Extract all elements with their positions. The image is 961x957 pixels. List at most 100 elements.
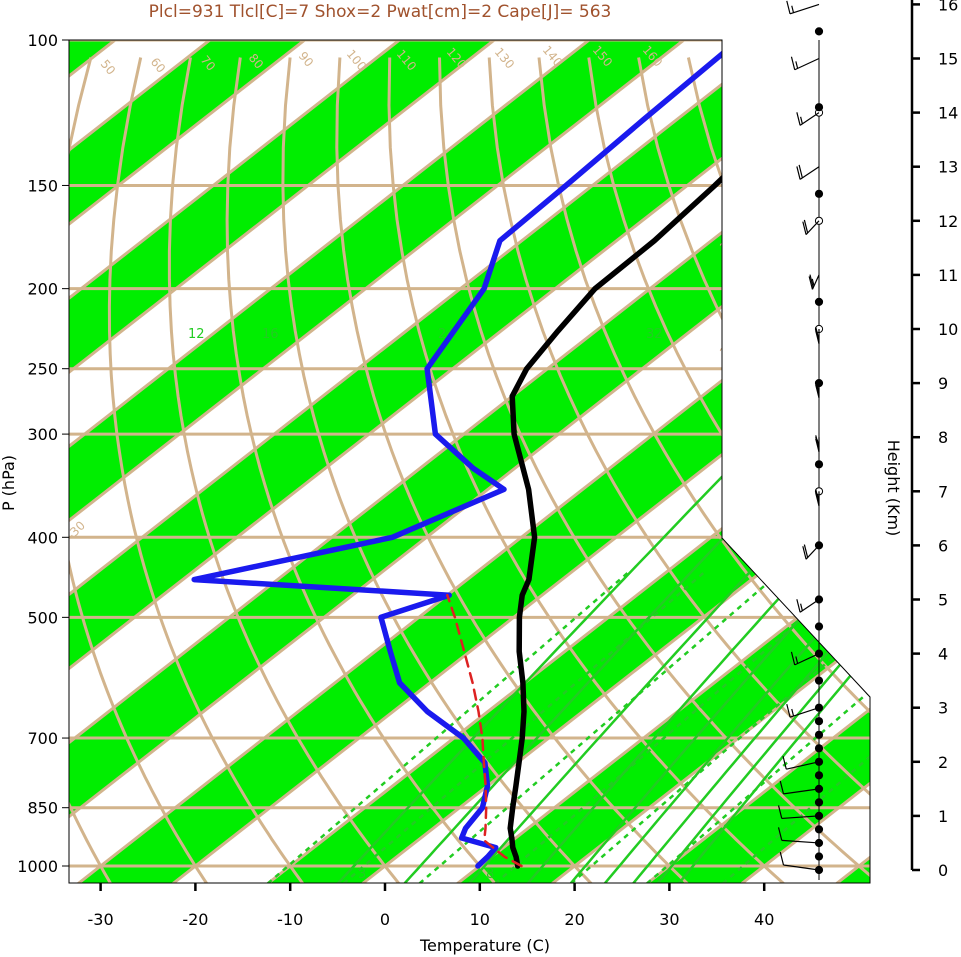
height-marker bbox=[814, 852, 824, 861]
wind-barb-flag bbox=[795, 61, 799, 69]
isotherm-line bbox=[69, 40, 639, 883]
height-tick-label: 14 bbox=[938, 104, 958, 123]
wind-barb-flag bbox=[796, 112, 801, 126]
dry-adiabat-line bbox=[487, 57, 870, 883]
wind-barb-shaft bbox=[783, 864, 820, 871]
wind-barb-flag bbox=[791, 5, 795, 13]
height-marker bbox=[814, 825, 824, 834]
wind-barb-shaft bbox=[805, 544, 820, 560]
height-axis-label: Height (Km) bbox=[884, 440, 903, 537]
wind-barb bbox=[777, 805, 820, 820]
pressure-tick-label: 1000 bbox=[17, 857, 58, 876]
height-tick-label: 16 bbox=[938, 0, 958, 14]
wind-barb bbox=[790, 56, 820, 71]
wind-barb bbox=[782, 756, 820, 770]
height-tick-label: 8 bbox=[938, 428, 948, 447]
wind-barb-flag bbox=[802, 546, 807, 560]
height-marker bbox=[814, 297, 824, 306]
height-marker bbox=[814, 27, 824, 36]
dry-adiabat-line bbox=[281, 57, 593, 883]
pressure-tick-label: 850 bbox=[27, 799, 58, 818]
wind-barb-flag bbox=[796, 599, 801, 613]
wind-barb bbox=[786, 0, 820, 15]
isotherm-label: 10 bbox=[721, 455, 742, 476]
dry-adiabat-line bbox=[537, 57, 870, 883]
height-marker bbox=[814, 771, 824, 780]
pressure-tick-label: 150 bbox=[27, 176, 58, 195]
green-band bbox=[78, 40, 870, 883]
height-marker bbox=[814, 744, 824, 753]
green-band bbox=[457, 40, 870, 883]
wind-barb-flag bbox=[782, 756, 787, 770]
height-marker bbox=[814, 798, 824, 807]
wind-barb-flag bbox=[816, 439, 820, 447]
wind-barb-shaft bbox=[783, 788, 820, 795]
wind-barb bbox=[796, 164, 820, 180]
dry-adiabat-line bbox=[387, 57, 785, 883]
dry-adiabat-line bbox=[167, 57, 401, 883]
dry-adiabat-label: 60 bbox=[148, 55, 169, 76]
wind-barb-flag bbox=[777, 805, 783, 819]
dry-adiabat-line bbox=[335, 57, 689, 883]
mixing-ratio-label: 12 bbox=[188, 327, 205, 342]
wind-barb bbox=[790, 651, 820, 666]
height-tick-label: 5 bbox=[938, 591, 948, 610]
wind-barb-flag bbox=[798, 164, 803, 179]
wind-barb bbox=[815, 435, 820, 453]
mixing-ratio-label: 8 bbox=[486, 867, 494, 882]
wind-barb-shaft bbox=[786, 761, 820, 770]
height-marker bbox=[814, 730, 824, 739]
wind-barb-flag bbox=[811, 278, 815, 287]
wind-barb-flag bbox=[803, 219, 809, 234]
height-tick-label: 7 bbox=[938, 482, 948, 501]
height-tick-label: 2 bbox=[938, 753, 948, 772]
wind-barb-shaft bbox=[794, 653, 820, 666]
mixing-ratio-label: 16 bbox=[262, 327, 279, 342]
height-tick-label: 13 bbox=[938, 158, 958, 177]
wind-barb-flag bbox=[791, 708, 795, 717]
pressure-tick-label: 400 bbox=[27, 528, 58, 547]
dry-adiabat-line bbox=[69, 57, 208, 883]
pressure-tick-label: 700 bbox=[27, 729, 58, 748]
height-tick-label: 9 bbox=[938, 374, 948, 393]
dry-adiabat-line bbox=[438, 57, 870, 883]
wind-barb-flag bbox=[803, 544, 809, 558]
wind-barb-flag bbox=[816, 493, 820, 501]
height-tick-label: 12 bbox=[938, 212, 958, 231]
mixing-ratio-line bbox=[603, 367, 870, 883]
isotherm-line bbox=[69, 40, 354, 883]
wind-barb-flag bbox=[809, 274, 814, 288]
wind-barb-flag bbox=[796, 166, 801, 180]
wind-barb bbox=[777, 827, 820, 844]
wind-barb bbox=[779, 851, 820, 871]
height-marker bbox=[814, 622, 824, 631]
temperature-tick-label: -30 bbox=[88, 910, 114, 929]
mixing-ratio-line bbox=[569, 367, 870, 883]
wind-barb bbox=[796, 599, 820, 613]
height-tick-label: 1 bbox=[938, 807, 948, 826]
dry-adiabat-label: 130 bbox=[492, 45, 517, 72]
dry-adiabat-line bbox=[225, 57, 497, 883]
wind-barb bbox=[808, 274, 820, 290]
parcel-line bbox=[446, 593, 523, 868]
green-band bbox=[69, 40, 543, 883]
dry-adiabat-line bbox=[587, 57, 870, 883]
dry-adiabat-line bbox=[69, 57, 112, 883]
temperature-tick-label: -20 bbox=[182, 910, 208, 929]
wind-barb-shaft bbox=[781, 815, 820, 820]
height-marker bbox=[814, 460, 824, 469]
wind-barb-flag bbox=[786, 0, 791, 14]
wind-column bbox=[777, 0, 824, 880]
mixing-ratio-line bbox=[656, 367, 870, 883]
wind-barb-flag bbox=[790, 651, 796, 666]
isotherm-label: 20 bbox=[717, 338, 738, 359]
wind-barb-flag bbox=[800, 603, 803, 611]
height-tick-label: 4 bbox=[938, 645, 948, 664]
mixing-ratio-line bbox=[336, 367, 828, 883]
pressure-axis: 100 150 200 250 300 400 500 700 850 1000 bbox=[17, 31, 69, 876]
temperature-tick-label: 40 bbox=[754, 910, 774, 929]
wind-barb bbox=[802, 544, 820, 560]
height-tick-label: 15 bbox=[938, 50, 958, 69]
